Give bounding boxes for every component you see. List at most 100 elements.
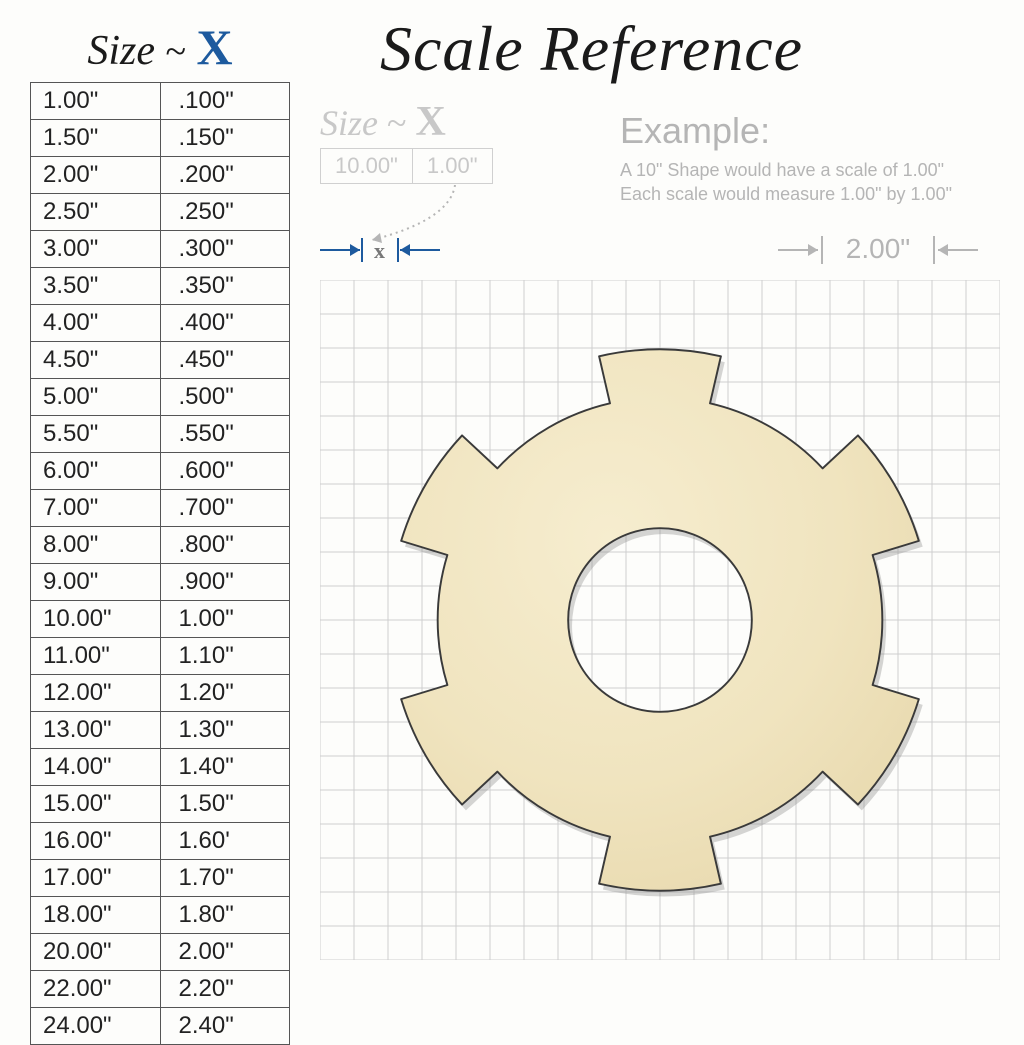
table-row: 3.50".350" xyxy=(31,268,290,305)
size-cell: 2.50" xyxy=(31,194,161,231)
size-cell: 9.00" xyxy=(31,564,161,601)
table-row: 4.50".450" xyxy=(31,342,290,379)
table-row: 6.00".600" xyxy=(31,453,290,490)
size-cell: 3.50" xyxy=(31,268,161,305)
scale-cell: 1.10" xyxy=(160,638,290,675)
size-cell: 1.50" xyxy=(31,120,161,157)
scale-cell: 2.00" xyxy=(160,934,290,971)
size-cell: 1.00" xyxy=(31,83,161,120)
scale-cell: .450" xyxy=(160,342,290,379)
ghost-cell-1: 1.00" xyxy=(413,149,492,183)
size-cell: 16.00" xyxy=(31,823,161,860)
scale-cell: .200" xyxy=(160,157,290,194)
size-cell: 17.00" xyxy=(31,860,161,897)
table-row: 24.00"2.40" xyxy=(31,1008,290,1045)
scale-cell: 2.20" xyxy=(160,971,290,1008)
table-row: 14.00"1.40" xyxy=(31,749,290,786)
ghost-prefix: Size xyxy=(320,103,378,143)
table-row: 2.00".200" xyxy=(31,157,290,194)
scale-cell: .300" xyxy=(160,231,290,268)
size-cell: 5.00" xyxy=(31,379,161,416)
scale-label: 2.00" xyxy=(846,233,910,264)
scale-cell: .150" xyxy=(160,120,290,157)
x-dimension-indicator: x xyxy=(320,230,440,275)
table-row: 2.50".250" xyxy=(31,194,290,231)
table-row: 8.00".800" xyxy=(31,527,290,564)
size-cell: 7.00" xyxy=(31,490,161,527)
scale-arrow-left-head-icon xyxy=(808,244,818,256)
scale-cell: 1.20" xyxy=(160,675,290,712)
size-table-panel: Size ~ X 1.00".100"1.50".150"2.00".200"2… xyxy=(30,18,290,1045)
scale-cell: .600" xyxy=(160,453,290,490)
size-label-dash: ~ xyxy=(165,31,186,73)
page-title: Scale Reference xyxy=(380,12,803,86)
size-table-header: Size ~ X xyxy=(30,18,290,76)
example-line2: Each scale would measure 1.00" by 1.00" xyxy=(620,182,1020,206)
size-cell: 15.00" xyxy=(31,786,161,823)
scale-cell: .800" xyxy=(160,527,290,564)
table-row: 11.00"1.10" xyxy=(31,638,290,675)
table-row: 9.00".900" xyxy=(31,564,290,601)
table-row: 3.00".300" xyxy=(31,231,290,268)
table-row: 1.00".100" xyxy=(31,83,290,120)
table-row: 13.00"1.30" xyxy=(31,712,290,749)
table-row: 5.50".550" xyxy=(31,416,290,453)
scale-cell: .900" xyxy=(160,564,290,601)
scale-cell: 1.30" xyxy=(160,712,290,749)
size-cell: 4.50" xyxy=(31,342,161,379)
size-label-x: X xyxy=(197,19,233,75)
size-cell: 22.00" xyxy=(31,971,161,1008)
table-row: 5.00".500" xyxy=(31,379,290,416)
scale-arrow-right-head-icon xyxy=(938,244,948,256)
size-cell: 2.00" xyxy=(31,157,161,194)
size-cell: 6.00" xyxy=(31,453,161,490)
scale-cell: 1.80" xyxy=(160,897,290,934)
scale-cell: .100" xyxy=(160,83,290,120)
table-row: 18.00"1.80" xyxy=(31,897,290,934)
size-cell: 18.00" xyxy=(31,897,161,934)
scale-cell: 1.40" xyxy=(160,749,290,786)
table-row: 12.00"1.20" xyxy=(31,675,290,712)
table-row: 10.00"1.00" xyxy=(31,601,290,638)
gear-path xyxy=(401,349,919,890)
scale-cell: .500" xyxy=(160,379,290,416)
scale-cell: 1.00" xyxy=(160,601,290,638)
size-label-prefix: Size xyxy=(87,28,155,74)
ghost-size-box: Size ~ X 10.00" 1.00" xyxy=(320,98,493,184)
table-row: 16.00"1.60' xyxy=(31,823,290,860)
size-cell: 14.00" xyxy=(31,749,161,786)
size-cell: 24.00" xyxy=(31,1008,161,1045)
scale-table: 1.00".100"1.50".150"2.00".200"2.50".250"… xyxy=(30,82,290,1045)
ghost-cell-0: 10.00" xyxy=(321,149,413,183)
example-line1: A 10" Shape would have a scale of 1.00" xyxy=(620,158,1020,182)
scale-cell: 2.40" xyxy=(160,1008,290,1045)
dotted-arrowhead-icon xyxy=(372,233,382,243)
table-row: 1.50".150" xyxy=(31,120,290,157)
table-row: 15.00"1.50" xyxy=(31,786,290,823)
scale-cell: .350" xyxy=(160,268,290,305)
size-cell: 12.00" xyxy=(31,675,161,712)
table-row: 7.00".700" xyxy=(31,490,290,527)
size-cell: 4.00" xyxy=(31,305,161,342)
size-cell: 3.00" xyxy=(31,231,161,268)
table-row: 17.00"1.70" xyxy=(31,860,290,897)
ghost-x: X xyxy=(415,99,445,145)
dotted-connector xyxy=(372,185,455,240)
table-row: 4.00".400" xyxy=(31,305,290,342)
gear-shape xyxy=(370,330,950,910)
size-cell: 11.00" xyxy=(31,638,161,675)
example-title: Example: xyxy=(620,110,1020,152)
size-cell: 13.00" xyxy=(31,712,161,749)
example-block: Example: A 10" Shape would have a scale … xyxy=(620,110,1020,207)
ghost-dash: ~ xyxy=(387,103,406,143)
ghost-header: Size ~ X xyxy=(320,98,493,146)
ghost-row: 10.00" 1.00" xyxy=(320,148,493,184)
scale-dimension-indicator: 2.00" xyxy=(778,230,978,275)
size-cell: 20.00" xyxy=(31,934,161,971)
scale-cell: .250" xyxy=(160,194,290,231)
scale-cell: 1.60' xyxy=(160,823,290,860)
scale-cell: .550" xyxy=(160,416,290,453)
table-row: 22.00"2.20" xyxy=(31,971,290,1008)
size-cell: 8.00" xyxy=(31,527,161,564)
table-row: 20.00"2.00" xyxy=(31,934,290,971)
